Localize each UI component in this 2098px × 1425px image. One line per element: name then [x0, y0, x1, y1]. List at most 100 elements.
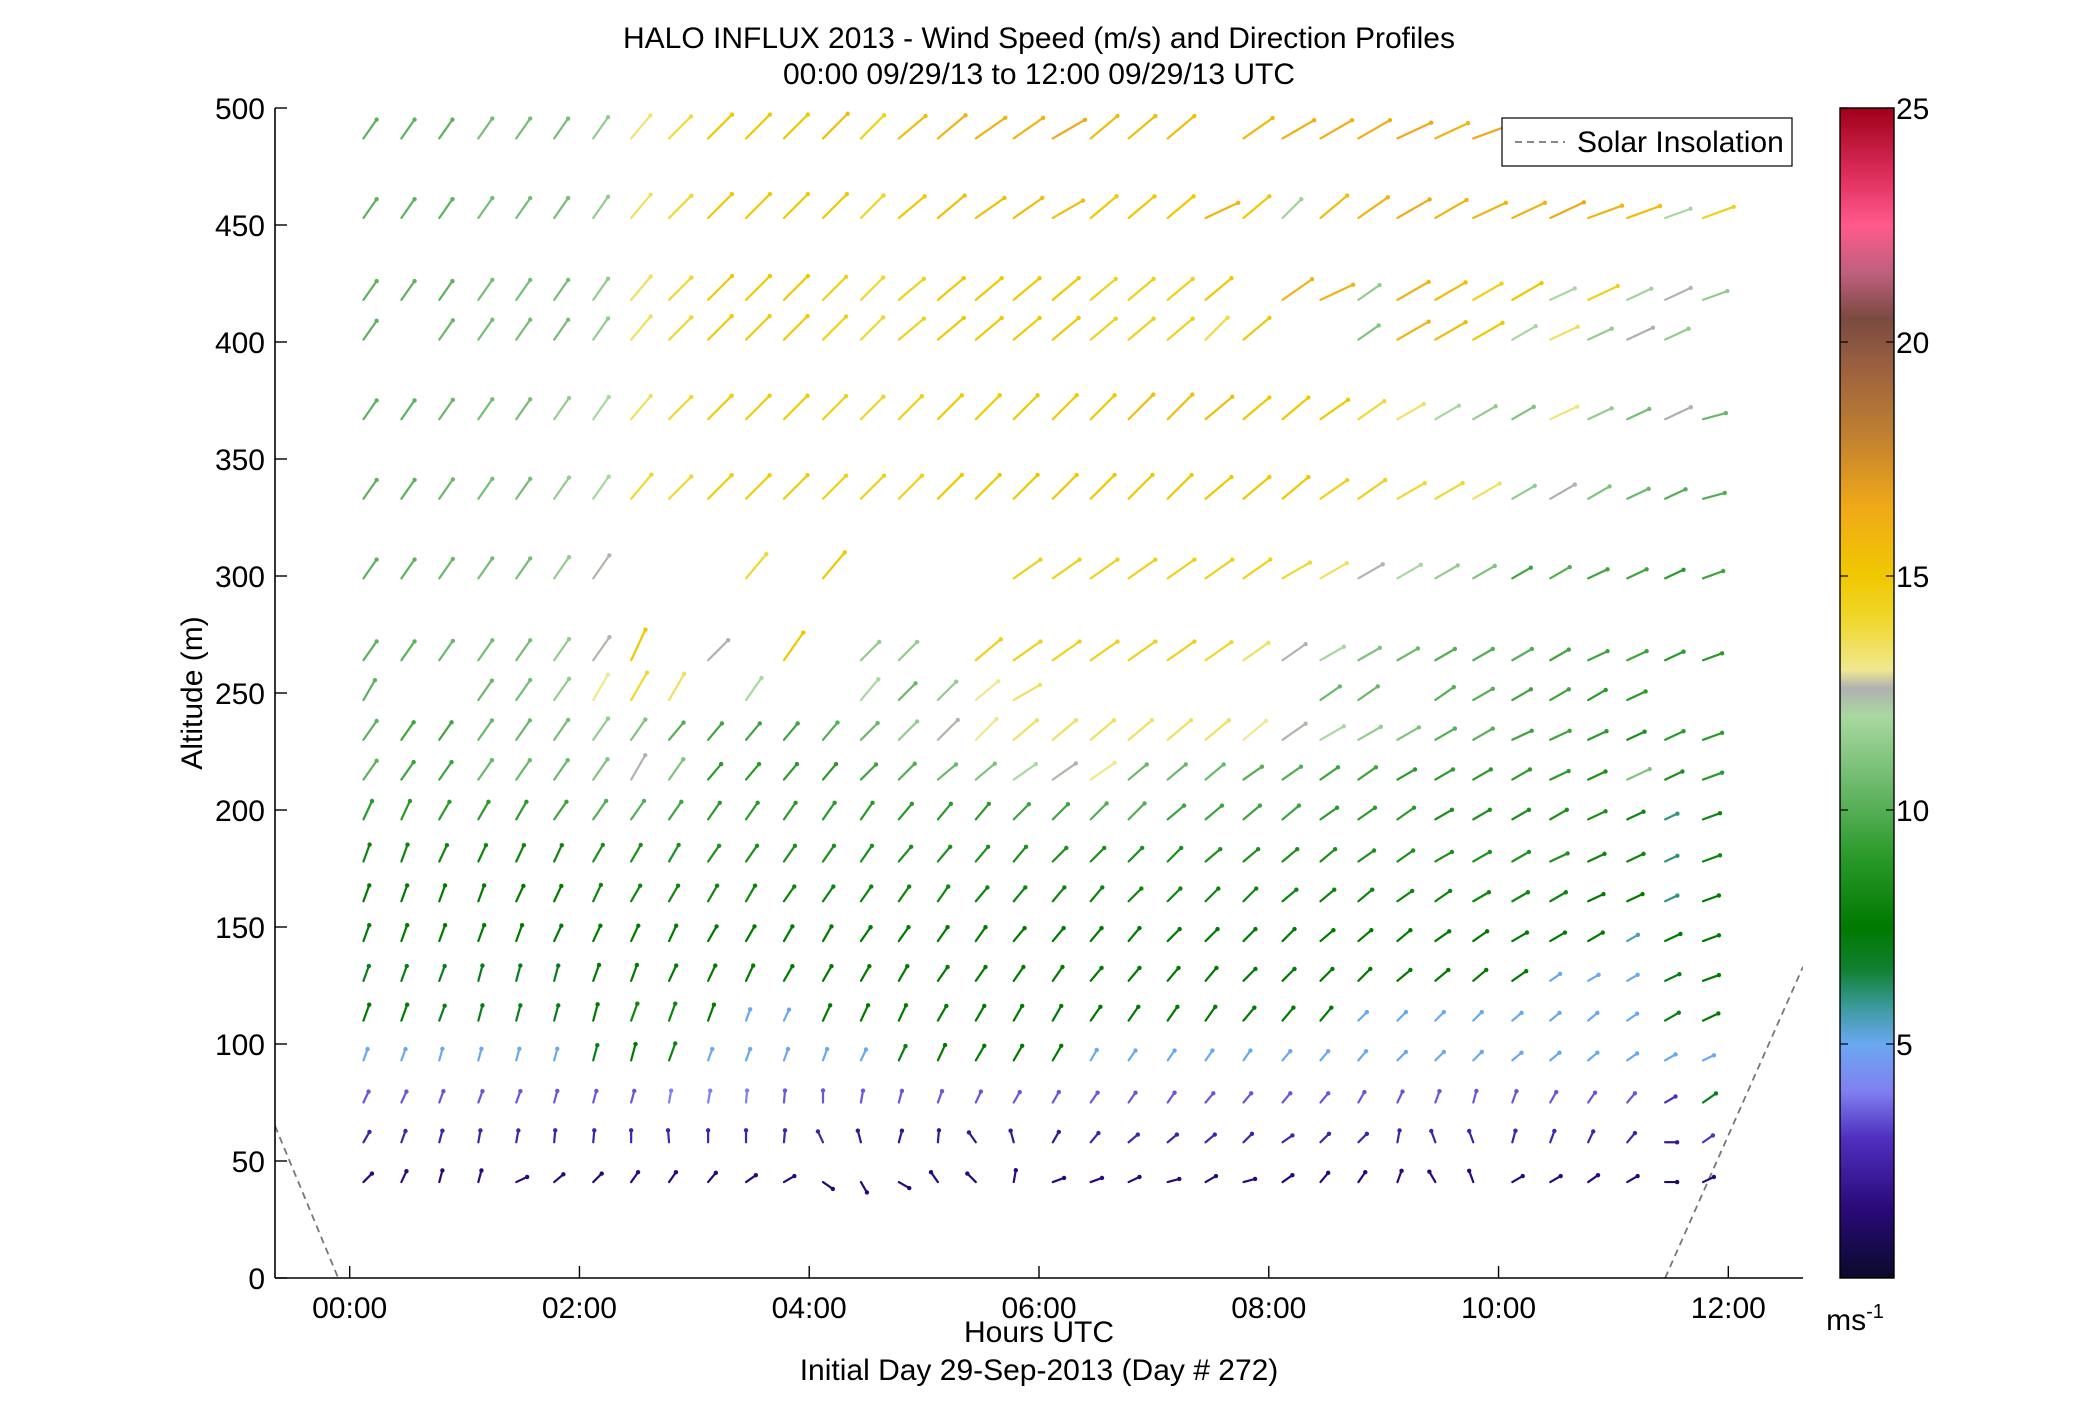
wind-barb-tip: [1528, 687, 1534, 692]
wind-barb: [630, 315, 652, 341]
wind-barb: [1626, 810, 1645, 821]
wind-barb: [1127, 1005, 1140, 1022]
wind-barb-tip: [1567, 564, 1572, 570]
wind-barb: [592, 924, 602, 943]
colorbar-tick-label: 10: [1896, 795, 1929, 828]
wind-barb: [1319, 645, 1345, 662]
solar-insolation-line: [275, 1125, 340, 1278]
wind-barb-tip: [793, 800, 798, 805]
wind-barb-tip: [1095, 1090, 1100, 1095]
wind-barb: [553, 318, 570, 341]
wind-barb: [630, 718, 647, 741]
wind-barb: [936, 885, 950, 903]
wind-barb: [1051, 118, 1087, 140]
wind-barb: [1434, 727, 1456, 741]
wind-barb: [1357, 324, 1380, 341]
wind-barb-tip: [1387, 117, 1393, 123]
wind-barb-tip: [1447, 888, 1453, 894]
legend-box: [1501, 117, 1793, 167]
wind-barb: [1587, 730, 1608, 741]
wind-barb: [1319, 398, 1350, 421]
wind-barb-tip: [521, 842, 527, 848]
wind-barb-tip: [906, 884, 912, 889]
wind-barb: [515, 278, 532, 301]
wind-barb-tip: [1463, 280, 1468, 285]
wind-barb-tip: [1552, 1128, 1557, 1134]
wind-barb-tip: [1219, 803, 1225, 808]
wind-barb: [515, 477, 532, 500]
colorbar-ticks: 5 10 15 20 25: [1840, 93, 1929, 1062]
wind-barb-tip: [1307, 560, 1313, 565]
wind-barb: [1012, 116, 1045, 140]
wind-barb-tip: [1344, 193, 1350, 198]
y-tick-label: 200: [215, 795, 265, 828]
wind-barb: [821, 721, 839, 741]
wind-barb: [936, 1043, 947, 1062]
wind-barb-tip: [605, 716, 611, 721]
wind-barb-tip: [877, 639, 882, 645]
wind-barb-tip: [711, 1002, 717, 1007]
wind-barb: [515, 557, 532, 580]
y-tick-label: 0: [248, 1263, 265, 1296]
wind-barb-tip: [1408, 967, 1413, 973]
wind-barb-tip: [1674, 1140, 1680, 1145]
wind-barb-tip: [713, 963, 718, 968]
wind-barb-tip: [1192, 113, 1197, 119]
wind-barb: [1204, 928, 1219, 943]
wind-barb-tip: [648, 113, 653, 118]
wind-barb-tip: [603, 798, 609, 804]
wind-barb: [438, 924, 447, 943]
wind-barb: [630, 114, 652, 140]
wind-barb: [1166, 558, 1196, 580]
wind-barb: [974, 196, 1006, 220]
wind-barb-tip: [867, 964, 872, 969]
wind-barb-tip: [1532, 483, 1537, 489]
wind-barb-tip: [1114, 194, 1119, 199]
wind-barb-tip: [1397, 1128, 1402, 1133]
wind-barb-tip: [1466, 1168, 1472, 1173]
wind-barb: [1089, 394, 1116, 421]
wind-barb-tip: [1446, 929, 1452, 934]
wind-barb-tip: [1139, 845, 1145, 851]
wind-barb-tip: [688, 114, 694, 119]
wind-barb-tip: [1177, 926, 1182, 932]
wind-barb-tip: [1334, 805, 1340, 810]
wind-barb: [1204, 558, 1234, 580]
wind-barb: [515, 639, 532, 662]
wind-barb-tip: [1230, 394, 1235, 400]
wind-barb: [1319, 283, 1355, 301]
wind-barb: [1434, 321, 1467, 341]
wind-barb-tip: [566, 475, 572, 480]
wind-barb: [362, 924, 371, 943]
wind-barb-tip: [1172, 1090, 1177, 1095]
wind-barb-tip: [1720, 568, 1726, 574]
wind-barb-tip: [407, 798, 413, 804]
wind-barb: [592, 963, 601, 982]
wind-barb-tip: [1013, 1168, 1019, 1173]
wind-barb-tip: [767, 191, 773, 197]
wind-barb: [707, 884, 719, 903]
wind-barb: [553, 718, 570, 741]
wind-barb-tip: [1605, 567, 1610, 572]
wind-barb: [1472, 282, 1503, 301]
wind-barb: [974, 473, 1001, 500]
wind-barb-tip: [450, 638, 456, 644]
wind-barb-tip: [450, 477, 456, 482]
wind-barb-tip: [1605, 649, 1610, 654]
y-tick-label: 500: [215, 93, 265, 126]
wind-barb: [1434, 198, 1468, 220]
wind-barb-tip: [1214, 965, 1219, 971]
wind-barb: [667, 964, 678, 982]
wind-barb-tip: [1229, 474, 1234, 480]
wind-barb-tip: [528, 556, 533, 561]
wind-barb: [974, 718, 998, 741]
wind-barb-tip: [1451, 684, 1456, 690]
wind-barb: [1204, 887, 1220, 903]
wind-barb-tip: [1572, 286, 1577, 291]
wind-barb-tip: [1554, 1089, 1559, 1095]
wind-barb-tip: [790, 964, 795, 969]
wind-barb: [782, 801, 797, 821]
wind-barb-tip: [1680, 769, 1685, 774]
wind-barb: [1587, 650, 1609, 662]
wind-barb-tip: [633, 1041, 638, 1047]
